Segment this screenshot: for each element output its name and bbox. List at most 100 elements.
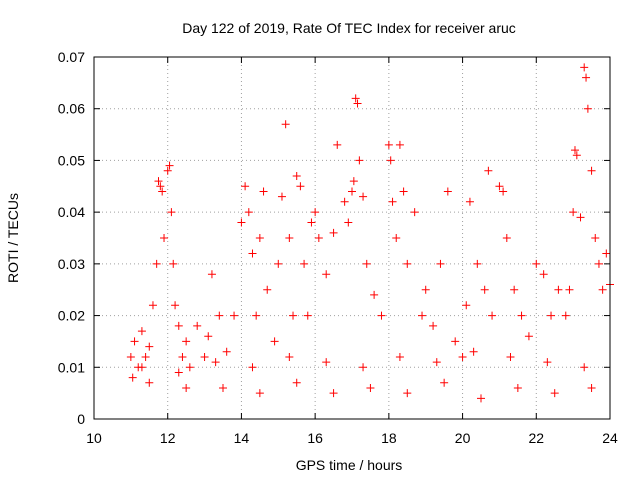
data-point — [292, 378, 301, 387]
data-point — [392, 234, 401, 242]
data-point — [359, 192, 368, 201]
data-point — [244, 208, 253, 217]
data-point — [182, 383, 191, 392]
data-point — [329, 389, 338, 398]
data-point — [207, 270, 216, 279]
data-point — [443, 187, 452, 196]
y-tick-label: 0.07 — [58, 49, 85, 65]
data-point — [344, 218, 353, 227]
grid — [94, 57, 610, 419]
data-point — [395, 352, 404, 361]
data-point — [296, 182, 305, 191]
data-point — [169, 259, 178, 268]
data-point — [576, 213, 585, 222]
data-point — [263, 285, 272, 294]
data-point — [322, 358, 331, 367]
data-point — [395, 140, 404, 149]
x-tick-label: 24 — [602, 430, 618, 446]
chart-title: Day 122 of 2019, Rate Of TEC Index for r… — [182, 20, 516, 36]
data-point — [174, 368, 183, 377]
x-tick-label: 10 — [86, 430, 102, 446]
data-point — [281, 120, 290, 129]
data-point — [137, 363, 146, 372]
data-point — [292, 171, 301, 180]
data-point — [524, 332, 533, 341]
y-tick-label: 0.05 — [58, 152, 85, 168]
data-point — [502, 234, 511, 242]
data-point — [458, 352, 467, 361]
data-point — [602, 249, 611, 258]
data-point — [543, 358, 552, 367]
data-point — [154, 177, 163, 186]
data-point — [370, 290, 379, 299]
data-point — [598, 285, 607, 294]
data-point — [348, 187, 356, 196]
y-tick-label: 0.02 — [58, 308, 85, 324]
data-point — [473, 259, 482, 268]
x-tick-label: 22 — [528, 430, 544, 446]
data-point — [550, 389, 559, 398]
data-point — [554, 285, 563, 294]
data-point — [410, 208, 419, 217]
plot-frame — [93, 56, 611, 420]
x-tick-label: 20 — [455, 430, 471, 446]
data-point — [366, 383, 375, 392]
data-point — [451, 337, 460, 346]
data-point — [386, 156, 395, 165]
data-point — [237, 218, 246, 227]
data-point — [403, 389, 412, 398]
data-point — [340, 197, 349, 206]
data-point — [421, 285, 430, 294]
data-point — [185, 363, 194, 372]
data-point — [572, 151, 581, 160]
x-tick-label: 12 — [160, 430, 176, 446]
data-point — [178, 352, 187, 361]
data-point — [130, 337, 139, 346]
data-point — [252, 311, 261, 320]
data-point — [440, 378, 449, 387]
data-point — [182, 337, 191, 346]
data-point — [484, 166, 493, 175]
data-point — [539, 270, 548, 279]
data-point — [580, 63, 589, 72]
data-point — [274, 259, 283, 268]
data-point — [222, 347, 231, 356]
y-axis-title: ROTI / TECUs — [5, 193, 21, 283]
data-point — [204, 332, 213, 341]
data-point — [355, 156, 364, 165]
data-point — [477, 394, 485, 403]
data-point — [403, 259, 412, 268]
data-point — [353, 99, 362, 108]
data-point — [248, 363, 257, 372]
data-point — [322, 270, 331, 279]
data-point — [152, 259, 161, 268]
data-point — [517, 311, 526, 320]
data-point — [565, 285, 574, 294]
data-point — [171, 301, 180, 310]
data-point — [126, 352, 135, 361]
data-point — [436, 259, 445, 268]
data-point — [359, 363, 368, 372]
data-point — [141, 352, 150, 361]
data-points — [126, 63, 614, 403]
data-point — [211, 358, 220, 367]
data-point — [270, 337, 279, 346]
data-point — [255, 389, 264, 398]
data-point — [594, 259, 603, 268]
data-point — [362, 259, 371, 268]
data-point — [462, 301, 471, 310]
data-point — [193, 321, 202, 330]
data-point — [277, 192, 286, 201]
data-point — [165, 161, 174, 170]
data-point — [145, 342, 154, 351]
data-point — [289, 311, 298, 320]
data-point — [200, 352, 209, 361]
data-point — [582, 73, 591, 82]
data-point — [429, 321, 438, 330]
x-tick-labels: 10 12 14 16 18 20 22 24 — [86, 430, 618, 446]
data-point — [532, 259, 541, 268]
data-point — [351, 94, 360, 103]
data-point — [561, 311, 570, 320]
y-tick-label: 0.06 — [58, 101, 85, 117]
x-axis-title: GPS time / hours — [296, 457, 403, 473]
